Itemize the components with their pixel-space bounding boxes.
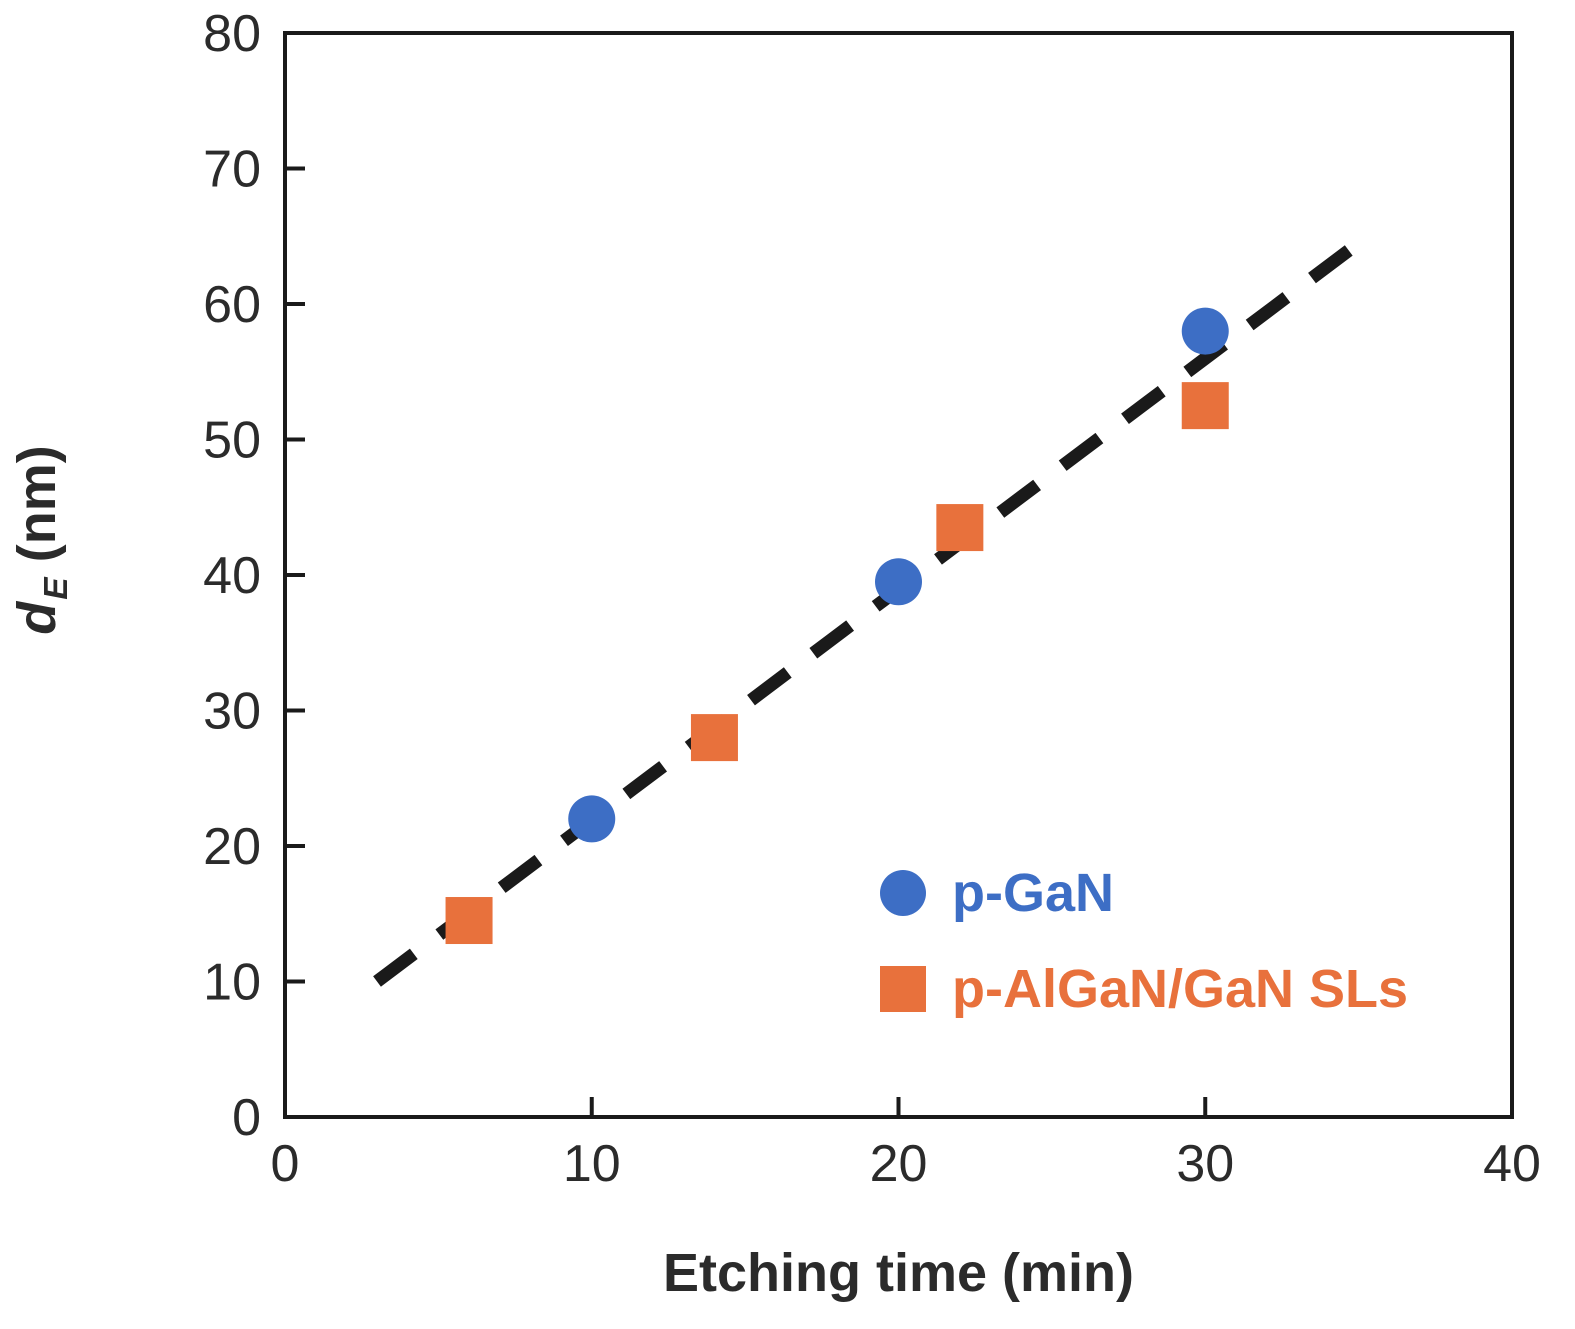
y-axis-symbol: d xyxy=(7,601,67,635)
x-tick-label: 30 xyxy=(1176,1135,1234,1193)
y-tick-label: 10 xyxy=(203,954,261,1012)
y-axis-subscript: E xyxy=(37,577,75,600)
y-tick-label: 30 xyxy=(203,683,261,741)
data-point-p-gan xyxy=(568,795,616,843)
data-point-p-gan xyxy=(875,558,922,606)
trendline xyxy=(373,237,1363,987)
legend-label-p-algan-gan-sls: p-AlGaN/GaN SLs xyxy=(952,959,1409,1019)
y-tick-label: 40 xyxy=(203,547,261,605)
legend-item-p-algan-gan-sls: p-AlGaN/GaN SLs xyxy=(880,958,1408,1020)
y-tick-label: 20 xyxy=(203,818,261,876)
legend-item-p-gan: p-GaN xyxy=(880,862,1408,924)
x-tick-label: 40 xyxy=(1483,1135,1541,1193)
y-tick-label: 50 xyxy=(203,412,261,470)
x-tick-label: 0 xyxy=(271,1135,300,1193)
legend-label-p-gan: p-GaN xyxy=(952,863,1114,923)
y-tick-label: 60 xyxy=(203,276,261,334)
y-tick-label: 70 xyxy=(203,141,261,199)
y-tick-label: 0 xyxy=(232,1089,261,1147)
data-point-p-algan-gan-sls xyxy=(936,504,984,552)
data-point-p-algan-gan-sls xyxy=(690,714,738,762)
circle-marker-icon xyxy=(880,870,926,916)
x-axis-title: Etching time (min) xyxy=(663,1243,1134,1303)
y-axis-units: (nm) xyxy=(7,445,67,563)
data-point-p-algan-gan-sls xyxy=(445,897,493,945)
y-axis-title: dE (nm) xyxy=(6,445,76,634)
x-tick-label: 10 xyxy=(563,1135,621,1193)
data-point-p-gan xyxy=(1181,307,1229,355)
legend: p-GaN p-AlGaN/GaN SLs xyxy=(880,862,1408,1020)
x-tick-label: 20 xyxy=(870,1135,928,1193)
y-tick-label: 80 xyxy=(203,5,261,63)
data-point-p-algan-gan-sls xyxy=(1181,382,1229,430)
square-marker-icon xyxy=(880,966,926,1012)
